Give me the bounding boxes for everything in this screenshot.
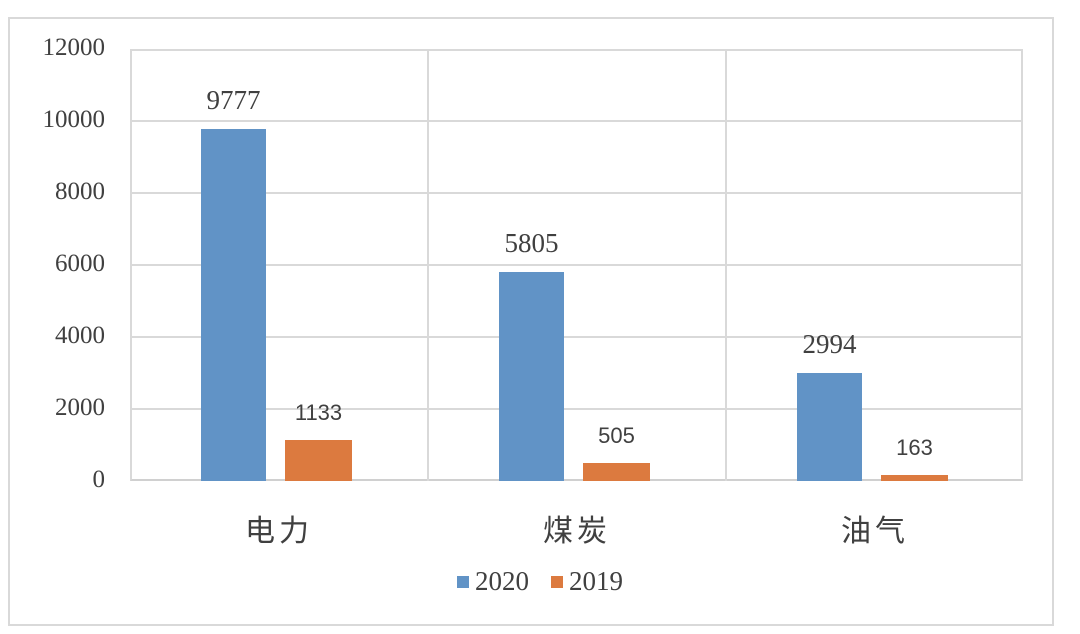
data-label-2019-coal: 505 xyxy=(598,423,635,448)
bar-2019-oil-gas xyxy=(881,475,948,481)
y-tick-8000: 8000 xyxy=(55,178,105,205)
bar-2019-electricity xyxy=(285,440,352,481)
data-label-2020-coal: 5805 xyxy=(504,228,559,258)
data-label-2019-oil-gas: 163 xyxy=(896,435,933,460)
legend: 2020 2019 xyxy=(0,566,1080,597)
x-category-electricity: 电力 xyxy=(245,514,313,549)
gridline-8000 xyxy=(130,192,1023,194)
gridline-4000 xyxy=(130,336,1023,338)
legend-item-2019[interactable]: 2019 xyxy=(551,566,623,597)
y-tick-4000: 4000 xyxy=(55,322,105,349)
legend-label-2020: 2020 xyxy=(475,566,529,596)
y-tick-10000: 10000 xyxy=(42,106,106,133)
legend-label-2019: 2019 xyxy=(569,566,623,596)
y-tick-0: 0 xyxy=(92,466,106,493)
y-tick-2000: 2000 xyxy=(55,394,105,421)
bar-2020-oil-gas xyxy=(797,373,862,481)
gridline-10000 xyxy=(130,120,1023,122)
bar-2020-coal xyxy=(499,272,564,481)
x-category-coal: 煤炭 xyxy=(543,514,611,549)
data-label-2020-electricity: 9777 xyxy=(206,85,261,115)
category-divider-1 xyxy=(427,49,429,481)
x-category-oil-gas: 油气 xyxy=(841,514,909,549)
legend-swatch-2019 xyxy=(551,575,563,588)
y-tick-6000: 6000 xyxy=(55,250,105,277)
bar-2019-coal xyxy=(583,463,650,481)
legend-item-2020[interactable]: 2020 xyxy=(457,566,529,597)
y-tick-12000: 12000 xyxy=(42,34,106,61)
data-label-2019-electricity: 1133 xyxy=(294,400,343,425)
bar-2020-electricity xyxy=(201,129,266,481)
gridline-6000 xyxy=(130,264,1023,266)
data-label-2020-oil-gas: 2994 xyxy=(802,329,857,359)
category-divider-2 xyxy=(725,49,727,481)
gridline-2000 xyxy=(130,408,1023,410)
legend-swatch-2020 xyxy=(457,575,469,588)
